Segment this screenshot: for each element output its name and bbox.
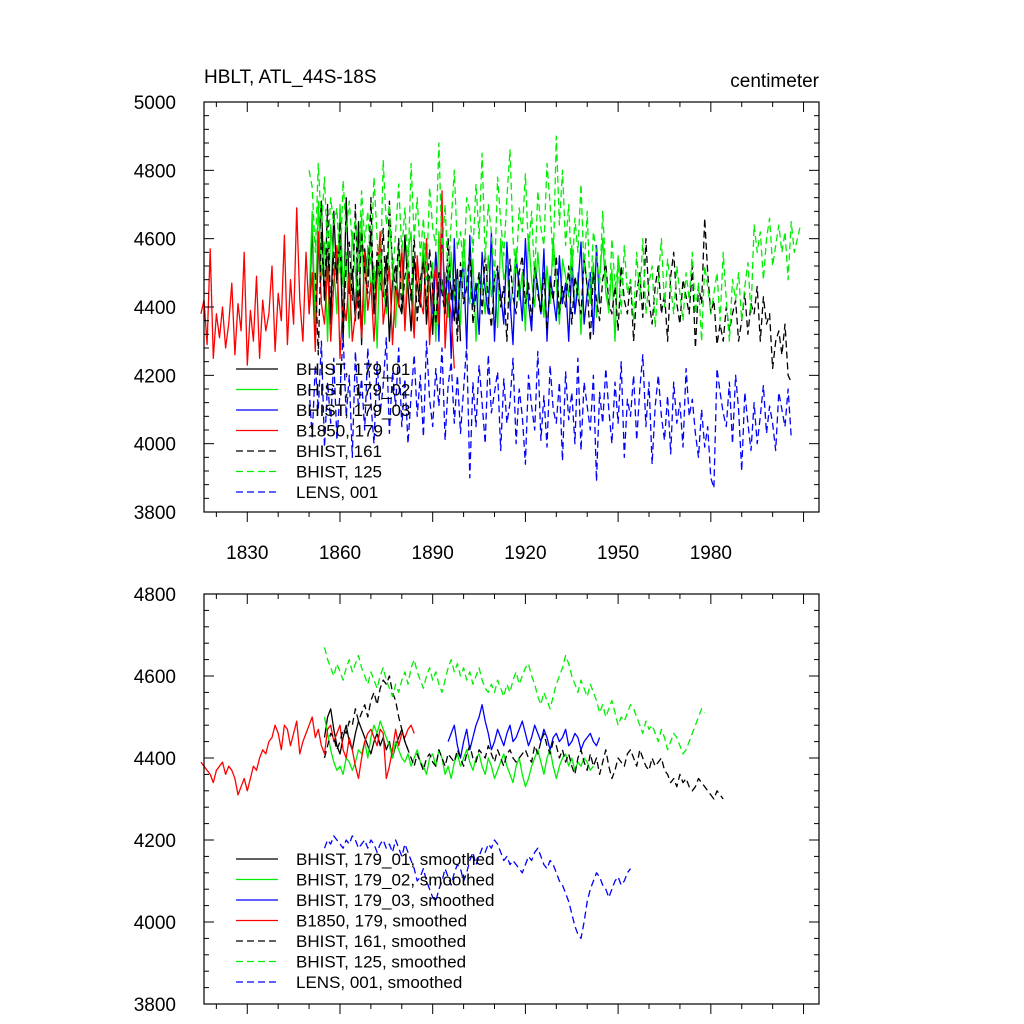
legend-label: BHIST, 179_03 [296, 401, 410, 420]
y-tick-label: 3800 [134, 503, 176, 524]
series-line-3 [200, 190, 455, 369]
y-tick-label: 4200 [134, 831, 176, 852]
series-line-5 [308, 135, 802, 342]
legend-label: BHIST, 161 [296, 442, 382, 461]
legend-label: BHIST, 179_01, smoothed [296, 850, 494, 869]
series-line-6 [308, 333, 792, 489]
legend: BHIST, 179_01, smoothed BHIST, 179_02, sm… [236, 850, 494, 992]
series-group [200, 647, 724, 940]
y-tick-label: 4000 [134, 913, 176, 934]
y-tick-label: 4800 [134, 585, 176, 606]
y-tick-label: 4600 [134, 667, 176, 688]
x-tick-label: 1830 [226, 543, 268, 564]
series-line-4 [323, 675, 724, 800]
x-tick-label: 1950 [597, 543, 639, 564]
series-group [200, 135, 802, 489]
series-line-2 [447, 704, 601, 759]
series-line-3 [200, 716, 415, 796]
top-panel-title: HBLT, ATL_44S-18S [204, 67, 377, 88]
legend-label: B1850, 179, smoothed [296, 912, 467, 931]
y-tick-label: 5000 [134, 93, 176, 114]
legend-label: BHIST, 179_02 [296, 381, 410, 400]
y-tick-label: 4800 [134, 161, 176, 182]
legend-label: BHIST, 125 [296, 463, 382, 482]
legend-label: LENS, 001 [296, 483, 378, 502]
legend-label: B1850, 179 [296, 422, 383, 441]
legend-label: BHIST, 179_01 [296, 360, 410, 379]
legend-label: LENS, 001, smoothed [296, 973, 462, 992]
top-panel-units: centimeter [730, 71, 819, 92]
x-tick-label: 1920 [504, 543, 546, 564]
y-tick-label: 4600 [134, 230, 176, 251]
legend-label: BHIST, 161, smoothed [296, 932, 466, 951]
y-tick-label: 4400 [134, 749, 176, 770]
top-panel: HBLT, ATL_44S-18S centimeter 3800 4000 420… [134, 67, 820, 564]
x-tick-label: 1860 [319, 543, 361, 564]
series-line-5 [323, 647, 706, 755]
x-tick-label: 1980 [690, 543, 732, 564]
legend-label: BHIST, 125, smoothed [296, 953, 466, 972]
bottom-panel: 3800 4000 4200 4400 4600 4800 BHIST, 179_01, s… [134, 585, 820, 1016]
series-line-6 [323, 835, 632, 940]
y-tick-label: 4200 [134, 366, 176, 387]
y-tick-label: 4000 [134, 435, 176, 456]
series-line-1 [308, 200, 622, 349]
x-tick-label: 1890 [412, 543, 454, 564]
legend-label: BHIST, 179_02, smoothed [296, 871, 494, 890]
series-line-1 [323, 716, 594, 788]
y-tick-label: 3800 [134, 995, 176, 1016]
y-tick-label: 4400 [134, 298, 176, 319]
plot-frame [203, 593, 820, 1005]
legend-label: BHIST, 179_03, smoothed [296, 891, 494, 910]
